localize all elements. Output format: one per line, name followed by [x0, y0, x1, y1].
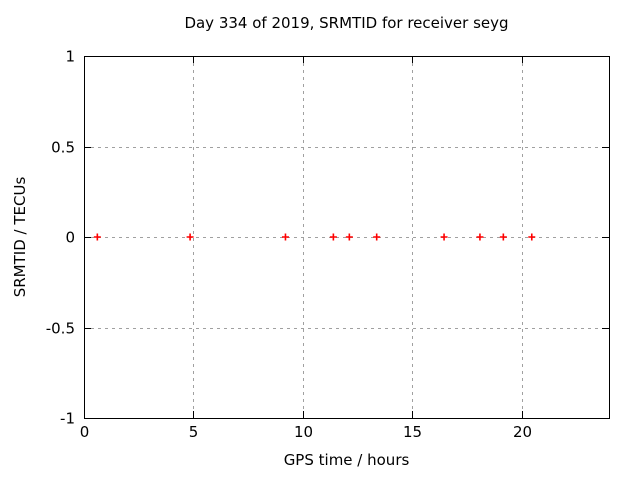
- data-point-marker: [528, 233, 536, 241]
- data-point-marker: [476, 233, 484, 241]
- y-tick-label: 0: [65, 229, 75, 247]
- x-tick-label: 0: [80, 423, 90, 441]
- data-point-marker: [499, 233, 507, 241]
- x-tick-label: 15: [403, 423, 422, 441]
- x-tick-label: 10: [294, 423, 313, 441]
- data-point-marker: [93, 233, 101, 241]
- data-point-marker: [345, 233, 353, 241]
- data-point-marker: [373, 233, 381, 241]
- data-point-marker: [329, 233, 337, 241]
- y-tick-label: -1: [60, 410, 75, 428]
- y-tick-label: 1: [65, 48, 75, 66]
- data-point-marker: [186, 233, 194, 241]
- y-tick-label: 0.5: [51, 139, 75, 157]
- x-tick-label: 20: [513, 423, 532, 441]
- x-tick-label: 5: [189, 423, 199, 441]
- chart-title: Day 334 of 2019, SRMTID for receiver sey…: [184, 14, 509, 32]
- x-axis-label: GPS time / hours: [283, 451, 410, 469]
- y-tick-label: -0.5: [46, 320, 75, 338]
- data-point-marker: [281, 233, 289, 241]
- data-point-marker: [440, 233, 448, 241]
